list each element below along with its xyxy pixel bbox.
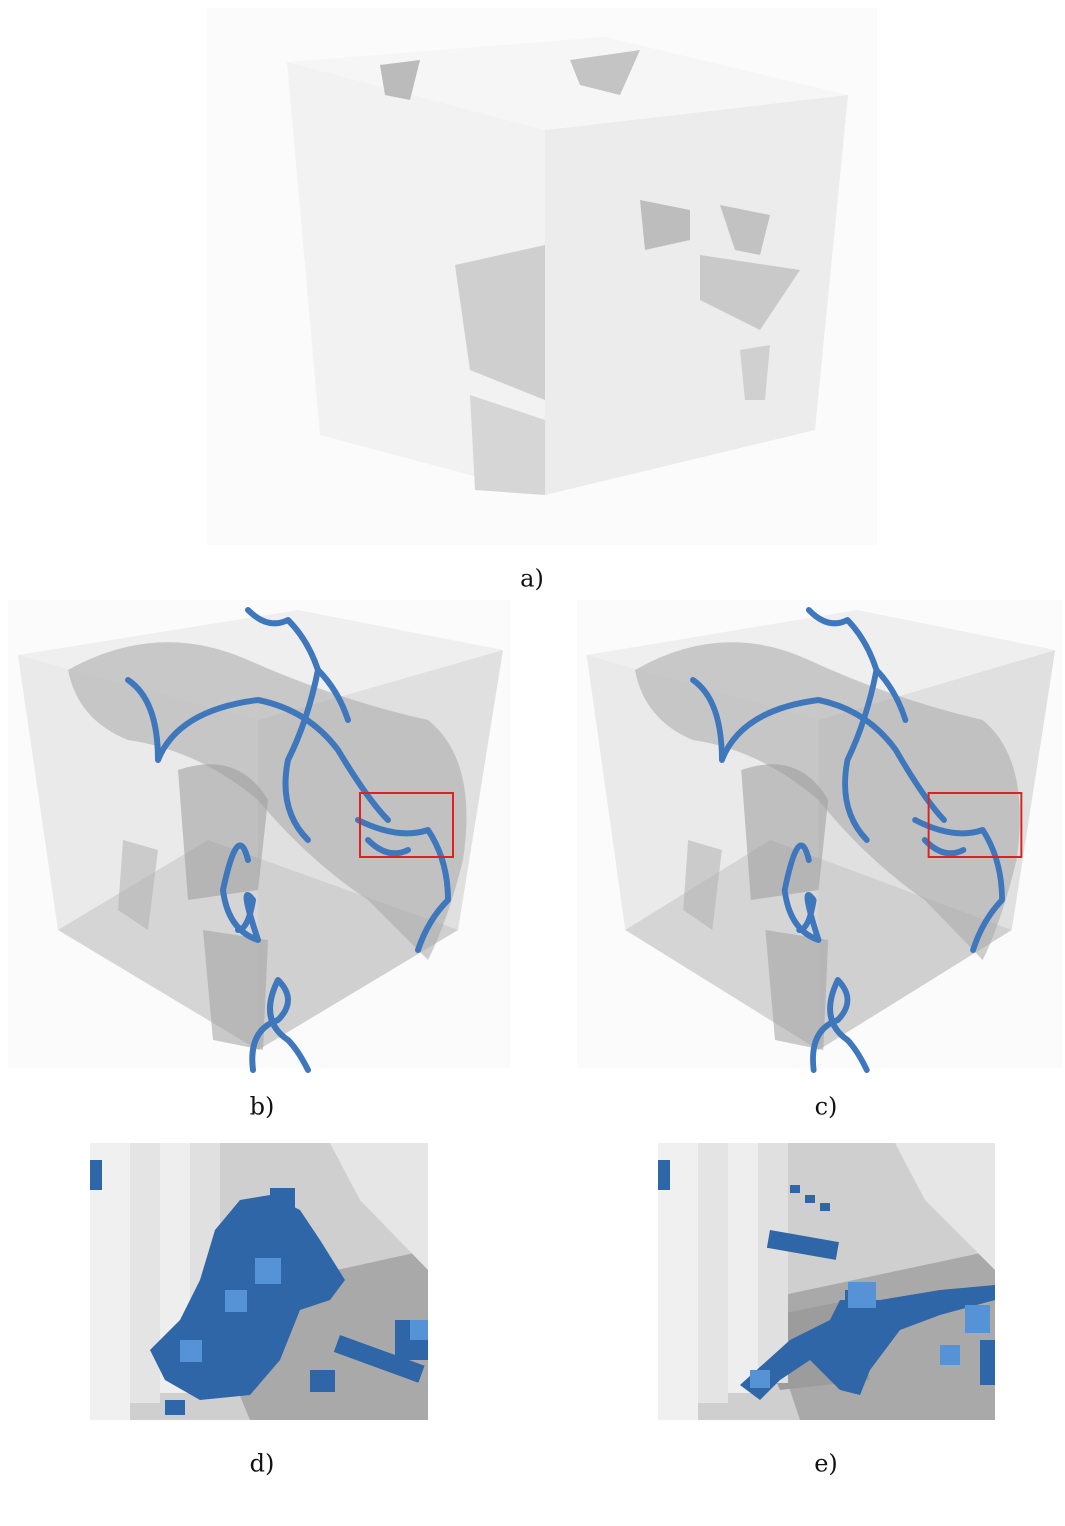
figure-page: a) b) c) d): [0, 0, 1065, 1526]
panel-label: d): [250, 1450, 275, 1478]
figure: a) b) c) d): [0, 0, 1065, 1526]
panel-label: b): [250, 1093, 275, 1121]
panel-c-image: [577, 600, 1062, 1070]
panel-label: c): [815, 1093, 838, 1121]
panel-e-image: [658, 1143, 995, 1420]
panel-a-image: [207, 8, 877, 545]
panel-d-image: [90, 1143, 428, 1420]
panel-b-image: [8, 600, 510, 1070]
panel-label: e): [814, 1450, 838, 1478]
panel-label: a): [520, 565, 544, 593]
